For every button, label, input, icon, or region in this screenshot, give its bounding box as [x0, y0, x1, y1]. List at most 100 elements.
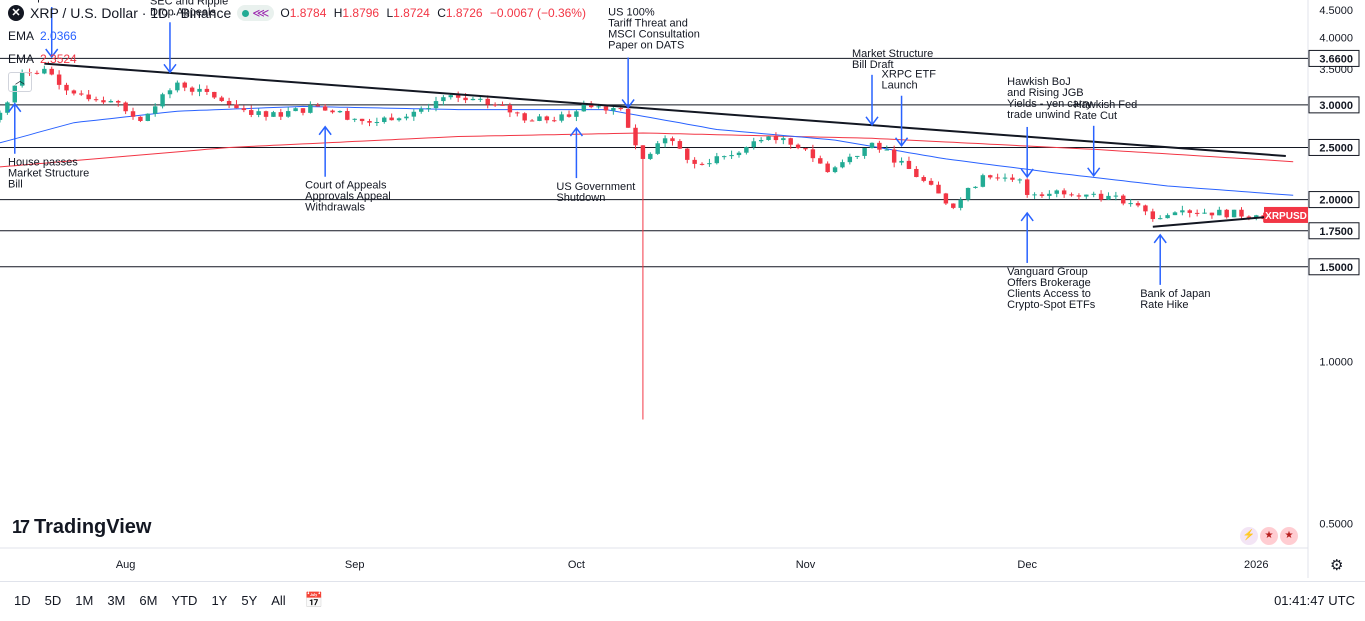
arrow-head-up-icon	[1153, 233, 1167, 244]
candle-body	[285, 111, 291, 117]
annotation-label: spot ETF launch	[32, 0, 112, 3]
annotation-label: Launch	[882, 80, 918, 92]
us-flag-icon[interactable]: ★	[1280, 527, 1298, 545]
candle-body	[766, 136, 771, 140]
candle-body	[1165, 215, 1170, 219]
candle-body	[515, 112, 520, 114]
share-icon: ⋘	[252, 6, 270, 20]
candle-body	[1002, 177, 1008, 179]
annotation-label: XRPC ETF	[882, 69, 937, 81]
candle-body	[1039, 194, 1045, 196]
candle-body	[1061, 190, 1067, 195]
candle-body	[1224, 209, 1229, 218]
arrow-head-down-icon	[1087, 167, 1101, 178]
candle-body	[618, 108, 623, 110]
candle-body	[625, 108, 631, 128]
utc-clock[interactable]: 01:41:47 UTC	[1274, 593, 1355, 608]
y-tick-label: 4.5000	[1319, 5, 1353, 17]
candle-body	[101, 100, 106, 103]
candle-body	[345, 111, 350, 120]
candle-body	[825, 163, 830, 173]
candle-body	[914, 168, 919, 178]
candle-body	[419, 108, 424, 112]
candle-body	[936, 184, 941, 194]
timeframe-1y[interactable]: 1Y	[211, 592, 228, 608]
candle-body	[160, 94, 165, 107]
symbol-title[interactable]: XRP / U.S. Dollar · 1D · Binance	[30, 5, 232, 21]
level-label: 2.5000	[1319, 142, 1353, 154]
arrow-head-up-icon	[569, 126, 584, 137]
candle-body	[12, 85, 17, 103]
candle-body	[1121, 195, 1126, 204]
candle-body	[64, 84, 69, 91]
candle-body	[566, 114, 572, 117]
symbol-tag-label: XRPUSD	[1265, 211, 1307, 222]
calendar-range-icon[interactable]: 📅	[304, 592, 324, 609]
candle-body	[951, 203, 956, 208]
level-label: 2.0000	[1319, 195, 1353, 207]
candle-body	[249, 110, 254, 115]
us-flag-icon[interactable]: ★	[1260, 527, 1278, 545]
market-status-pill[interactable]: ⋘	[237, 5, 275, 21]
annotation-label: Offers Brokerage	[1007, 277, 1091, 289]
candle-body	[1231, 209, 1237, 218]
timeframe-all[interactable]: All	[271, 592, 286, 608]
candle-body	[145, 113, 151, 121]
event-flags[interactable]: ⚡ ★ ★	[1240, 527, 1298, 545]
candle-body	[1017, 179, 1023, 181]
candle-body	[389, 117, 394, 121]
candle-body	[1180, 210, 1185, 213]
level-tag	[1308, 138, 1360, 156]
timeframe-5d[interactable]: 5D	[44, 592, 62, 608]
candle-body	[1135, 203, 1141, 206]
candle-body	[1032, 194, 1037, 196]
annotation-label: Withdrawals	[305, 202, 365, 214]
candle-body	[529, 120, 535, 122]
symbol-tag	[1264, 206, 1308, 223]
candle-body	[1246, 216, 1252, 218]
x-tick-label: Oct	[568, 559, 585, 571]
candle-body	[707, 163, 712, 165]
candle-body	[655, 143, 660, 154]
candle-body	[980, 175, 986, 187]
timeframe-5y[interactable]: 5Y	[241, 592, 258, 608]
timeframe-ytd[interactable]: YTD	[171, 592, 198, 608]
ema-slow-legend[interactable]: EMA 2.3524	[8, 52, 77, 66]
level-label: 3.0000	[1319, 100, 1353, 112]
x-tick-label: Sep	[345, 559, 365, 571]
x-tick-label: Nov	[796, 559, 816, 571]
annotation-label: Paper on DATS	[608, 40, 684, 52]
gear-icon[interactable]: ⚙	[1330, 557, 1344, 574]
candle-body	[1143, 205, 1148, 212]
lightning-icon[interactable]: ⚡	[1240, 527, 1258, 545]
candle-body	[965, 187, 971, 200]
ema-fast-line	[0, 105, 1294, 196]
candle-body	[559, 114, 564, 121]
candle-body	[470, 98, 476, 101]
ema-fast-legend[interactable]: EMA 2.0366	[8, 29, 77, 43]
arrow-head-up-icon	[8, 102, 22, 113]
candle-body	[891, 149, 897, 163]
candle-body	[633, 127, 638, 146]
candle-body	[1209, 212, 1215, 216]
timeframe-3m[interactable]: 3M	[107, 592, 126, 608]
timeframe-1m[interactable]: 1M	[75, 592, 94, 608]
timeframe-6m[interactable]: 6M	[139, 592, 158, 608]
candle-body	[478, 98, 483, 100]
candle-body	[308, 105, 313, 113]
candle-body	[1091, 193, 1096, 195]
candle-body	[108, 101, 114, 103]
annotation-label: Yields - yen carry	[1007, 98, 1092, 110]
chevron-up-icon[interactable]: ︿	[8, 72, 32, 92]
candle-body	[463, 97, 468, 101]
candle-body	[1194, 212, 1200, 214]
timeframe-1d[interactable]: 1D	[14, 592, 31, 608]
y-tick-label: 0.5000	[1319, 518, 1353, 530]
candle-body	[1054, 190, 1059, 194]
candle-body	[448, 95, 453, 98]
candle-body	[810, 149, 816, 159]
tradingview-logo[interactable]: 17 TradingView	[12, 516, 152, 538]
annotation-label: House passes	[8, 157, 78, 169]
candle-body	[278, 112, 284, 117]
